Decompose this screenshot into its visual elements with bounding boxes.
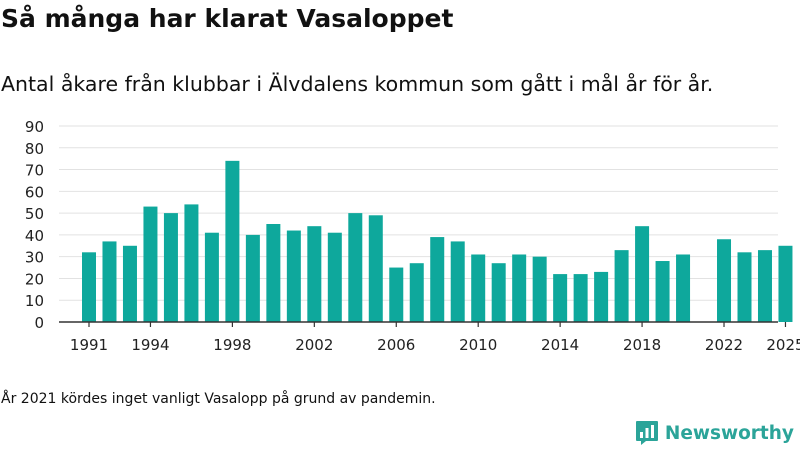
bar-2017[interactable] [614, 250, 629, 322]
bar-1992[interactable] [102, 241, 117, 322]
bar-2025[interactable] [778, 245, 793, 322]
x-tick-label: 2010 [459, 336, 497, 354]
y-tick-label: 0 [34, 314, 44, 332]
bar-2001[interactable] [286, 230, 301, 322]
bar-2003[interactable] [327, 232, 342, 322]
bar-2012[interactable] [512, 254, 527, 322]
x-tick-label: 1998 [213, 336, 251, 354]
x-tick-label: 2022 [705, 336, 743, 354]
x-axis: 1991 1994 1998 2002 2006 2010 2014 2018 2022 2025 [59, 321, 800, 354]
bar-1994[interactable] [143, 206, 158, 322]
bar-1993[interactable] [122, 245, 137, 322]
bar-chart: 0 10 20 30 40 50 60 70 80 90 1991 1994 1998 2002 2006… [25, 118, 800, 354]
y-tick-label: 80 [25, 140, 44, 158]
bar-2020[interactable] [676, 254, 691, 322]
y-tick-label: 30 [25, 249, 44, 267]
bar-2019[interactable] [655, 261, 670, 322]
bar-2000[interactable] [266, 224, 281, 322]
chart-subtitle: Antal åkare från klubbar i Älvdalens kom… [1, 72, 714, 96]
x-tick-label: 2025 [766, 336, 800, 354]
bar-2013[interactable] [532, 256, 547, 322]
y-tick-label: 60 [25, 183, 44, 201]
newsworthy-logo-icon [635, 421, 658, 445]
x-tick-label: 2018 [623, 336, 661, 354]
bar-1997[interactable] [204, 232, 219, 322]
x-tick-label: 1991 [70, 336, 108, 354]
y-tick-label: 40 [25, 227, 44, 245]
bar-2011[interactable] [491, 263, 506, 322]
y-tick-label: 70 [25, 162, 44, 180]
y-tick-label: 10 [25, 292, 44, 310]
bar-1996[interactable] [184, 204, 199, 322]
bar-2015[interactable] [573, 274, 588, 322]
x-tick-label: 2014 [541, 336, 579, 354]
bar-2016[interactable] [594, 271, 609, 322]
footnote: År 2021 kördes inget vanligt Vasalopp på… [1, 391, 436, 407]
bar-1999[interactable] [245, 234, 260, 322]
y-tick-label: 90 [25, 118, 44, 136]
grid-lines [59, 125, 778, 301]
x-tick-label: 2006 [377, 336, 415, 354]
bar-2022[interactable] [717, 239, 732, 322]
bar-2023[interactable] [737, 252, 752, 322]
brand-logo[interactable]: Newsworthy [635, 420, 794, 446]
bar-1998[interactable] [225, 160, 240, 322]
bar-2024[interactable] [757, 250, 772, 322]
bar-2010[interactable] [471, 254, 486, 322]
brand-name: Newsworthy [664, 422, 794, 444]
x-tick-label: 1994 [131, 336, 169, 354]
bar-1995[interactable] [163, 213, 178, 322]
bar-2006[interactable] [389, 267, 404, 322]
y-tick-label: 50 [25, 205, 44, 223]
y-tick-label: 20 [25, 270, 44, 288]
bar-2008[interactable] [430, 237, 445, 322]
y-axis-ticks: 0 10 20 30 40 50 60 70 80 90 [25, 118, 44, 332]
bar-2004[interactable] [348, 213, 363, 322]
bars [82, 160, 793, 322]
bar-2002[interactable] [307, 226, 322, 322]
bar-2005[interactable] [368, 215, 383, 322]
bar-2018[interactable] [635, 226, 650, 322]
chart-title: Så många har klarat Vasaloppet [1, 4, 454, 33]
bar-2009[interactable] [450, 241, 465, 322]
bar-1991[interactable] [82, 252, 96, 322]
x-tick-label: 2002 [295, 336, 333, 354]
bar-2007[interactable] [409, 263, 424, 322]
bar-2014[interactable] [553, 274, 568, 322]
